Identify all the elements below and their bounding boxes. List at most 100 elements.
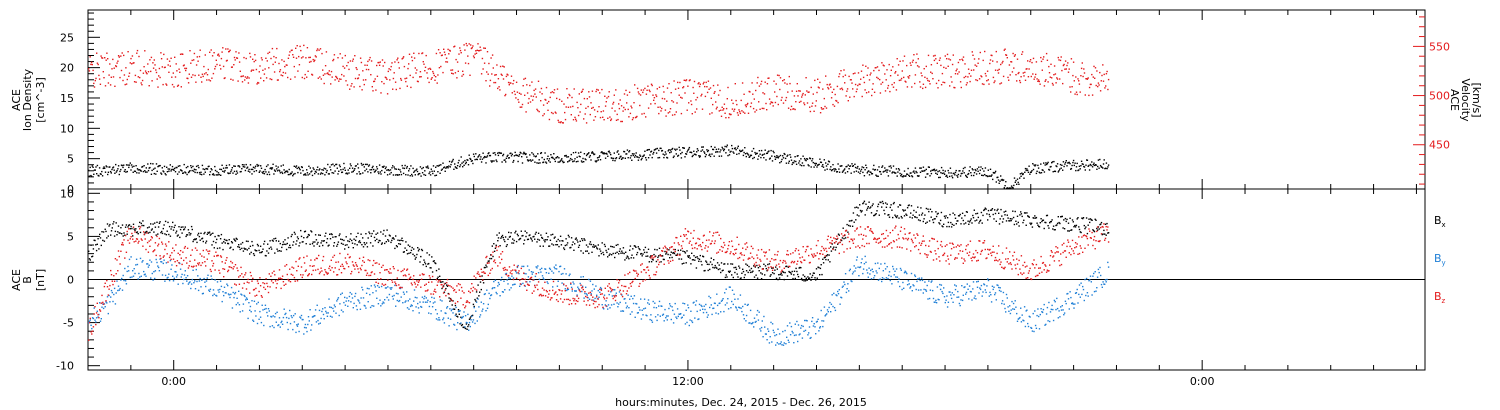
bx-point bbox=[542, 245, 544, 247]
by-point bbox=[292, 314, 295, 317]
by-point bbox=[442, 317, 445, 319]
density-point bbox=[927, 166, 930, 168]
density-point bbox=[376, 166, 378, 168]
bx-point bbox=[1066, 218, 1068, 221]
density-point bbox=[950, 172, 952, 174]
velocity-point bbox=[778, 74, 780, 77]
velocity-point bbox=[1073, 80, 1075, 82]
density-point bbox=[434, 174, 436, 177]
bx-point bbox=[918, 214, 921, 216]
velocity-point bbox=[860, 70, 863, 72]
by-point bbox=[297, 323, 299, 325]
density-point bbox=[487, 152, 489, 155]
bx-point bbox=[552, 244, 555, 246]
by-point bbox=[713, 307, 715, 309]
by-point bbox=[128, 270, 130, 272]
bx-point bbox=[603, 243, 606, 246]
density-point bbox=[715, 148, 718, 151]
bx-point bbox=[1072, 221, 1074, 223]
density-point bbox=[857, 165, 859, 168]
velocity-point bbox=[705, 81, 707, 84]
velocity-point bbox=[327, 73, 330, 76]
velocity-point bbox=[863, 81, 866, 84]
velocity-point bbox=[992, 76, 995, 79]
density-point bbox=[865, 164, 867, 166]
bx-point bbox=[882, 202, 884, 205]
bx-point bbox=[992, 213, 994, 216]
density-point bbox=[777, 157, 779, 159]
b-field-tick-label: -10 bbox=[56, 360, 74, 373]
density-point bbox=[160, 173, 163, 175]
density-point bbox=[731, 147, 734, 150]
density-point bbox=[477, 156, 479, 158]
velocity-point bbox=[239, 70, 241, 72]
density-point bbox=[509, 152, 511, 155]
velocity-point bbox=[372, 90, 374, 92]
velocity-point bbox=[263, 73, 266, 75]
bx-point bbox=[91, 255, 94, 257]
density-point bbox=[526, 156, 528, 158]
by-point bbox=[135, 264, 137, 266]
density-point bbox=[366, 163, 368, 166]
bx-point bbox=[292, 241, 295, 243]
velocity-point bbox=[854, 72, 856, 74]
density-point bbox=[797, 155, 799, 157]
bx-point bbox=[434, 262, 436, 264]
density-point bbox=[583, 153, 586, 155]
density-point bbox=[240, 170, 242, 173]
density-point bbox=[475, 153, 477, 155]
velocity-point bbox=[1070, 91, 1072, 93]
density-point bbox=[704, 155, 707, 158]
velocity-point bbox=[144, 50, 146, 52]
velocity-point bbox=[494, 74, 496, 76]
velocity-point bbox=[443, 48, 445, 50]
velocity-point bbox=[273, 55, 275, 58]
velocity-point bbox=[499, 89, 501, 91]
by-point bbox=[385, 287, 387, 289]
velocity-point bbox=[519, 106, 521, 108]
by-point bbox=[124, 267, 126, 270]
by-point bbox=[203, 277, 205, 280]
bx-point bbox=[253, 254, 256, 257]
by-point bbox=[161, 274, 164, 276]
by-point bbox=[528, 269, 530, 271]
velocity-point bbox=[214, 65, 217, 68]
velocity-point bbox=[557, 119, 559, 122]
bx-point bbox=[864, 214, 866, 216]
bx-point bbox=[497, 237, 500, 239]
bx-point bbox=[664, 250, 666, 253]
bx-point bbox=[440, 281, 442, 283]
density-point bbox=[480, 161, 483, 163]
density-point bbox=[853, 171, 855, 173]
bx-point bbox=[151, 228, 153, 230]
bx-point bbox=[569, 247, 571, 249]
density-point bbox=[143, 165, 145, 167]
velocity-point bbox=[150, 56, 153, 59]
bx-point bbox=[608, 254, 610, 256]
by-point bbox=[90, 324, 92, 326]
density-point bbox=[387, 169, 389, 171]
velocity-point bbox=[752, 107, 755, 110]
density-point bbox=[908, 175, 911, 177]
velocity-point bbox=[940, 64, 942, 67]
by-point bbox=[342, 311, 344, 313]
velocity-point bbox=[142, 72, 145, 74]
density-point bbox=[1004, 185, 1006, 187]
density-point bbox=[914, 167, 917, 169]
density-point bbox=[319, 173, 322, 175]
bx-point bbox=[99, 237, 102, 239]
density-point bbox=[751, 150, 753, 152]
bx-point bbox=[190, 225, 193, 228]
velocity-point bbox=[1035, 61, 1038, 63]
density-point bbox=[257, 164, 260, 167]
bx-point bbox=[702, 256, 705, 258]
density-point bbox=[227, 172, 229, 174]
density-point bbox=[580, 151, 582, 153]
velocity-point bbox=[374, 78, 376, 80]
velocity-point bbox=[343, 75, 345, 77]
bx-point bbox=[211, 244, 213, 246]
density-point bbox=[821, 165, 823, 167]
density-point bbox=[957, 176, 959, 178]
by-point bbox=[197, 275, 199, 277]
density-point bbox=[865, 167, 868, 169]
